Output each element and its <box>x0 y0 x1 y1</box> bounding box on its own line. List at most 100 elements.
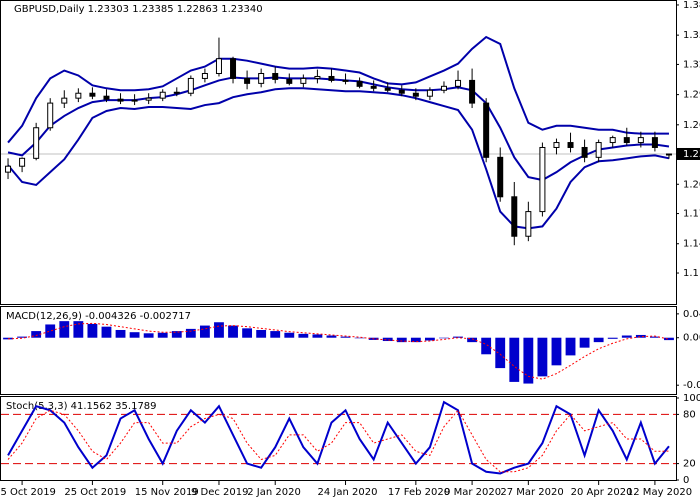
candle-body <box>595 142 602 158</box>
candle-body <box>384 87 391 91</box>
y-tick-label: -0.085979 <box>683 380 700 391</box>
macd-bar <box>382 337 393 342</box>
macd-bar <box>87 323 98 338</box>
x-tick-label: 17 Feb 2020 <box>388 487 450 498</box>
y-tick-label: 1.29360 <box>683 90 700 101</box>
macd-bar <box>45 324 56 338</box>
macd-bar <box>509 337 520 382</box>
candle-body <box>637 137 644 144</box>
macd-bar <box>73 321 84 338</box>
macd-bar <box>143 333 154 338</box>
candle-body <box>215 58 222 75</box>
macd-bar <box>410 337 421 343</box>
macd-bar <box>171 331 182 338</box>
y-tick-label: 0 <box>683 475 689 486</box>
y-tick-label: 1.35390 <box>683 30 700 41</box>
x-tick-label: 27 Mar 2020 <box>500 487 563 498</box>
macd-signal <box>8 322 670 380</box>
candle-body <box>469 79 476 104</box>
candle-body <box>314 75 321 79</box>
candle-body <box>609 137 616 144</box>
y-tick-label: 20 <box>683 459 696 470</box>
candle-body <box>89 92 96 97</box>
band-lower <box>7 87 670 230</box>
candle-body <box>356 80 363 87</box>
macd-bar <box>298 333 309 338</box>
candle-body <box>145 97 152 101</box>
macd-bar <box>270 331 281 338</box>
price-label: 1.23340 <box>683 149 700 160</box>
candle-body <box>117 98 124 102</box>
macd-bar <box>396 337 407 343</box>
candle-body <box>567 142 574 148</box>
candle-body <box>581 146 588 158</box>
macd-bar <box>326 335 337 338</box>
main-panel <box>0 0 677 305</box>
candle-body <box>398 89 405 94</box>
stoch-panel <box>0 396 677 481</box>
macd-bar <box>537 337 548 377</box>
macd-bar <box>185 328 196 338</box>
macd-bar <box>284 332 295 338</box>
macd-bar <box>312 334 323 338</box>
candle-body <box>455 79 462 87</box>
macd-bar <box>115 329 126 338</box>
candle-body <box>286 78 293 84</box>
macd-bar <box>621 335 632 338</box>
band-middle <box>7 76 670 182</box>
y-tick-label: 1.26300 <box>683 120 700 131</box>
x-tick-label: 15 Nov 2019 <box>135 487 199 498</box>
candle-body <box>75 92 82 99</box>
macd-bar <box>340 336 351 338</box>
candle-body <box>187 77 194 94</box>
candle-body <box>412 92 419 97</box>
y-tick-label: 100 <box>683 393 700 404</box>
macd-bar <box>17 336 28 338</box>
candle-body <box>539 146 546 213</box>
y-tick-label: 1.32420 <box>683 59 700 70</box>
x-tick-label: 2 Jan 2020 <box>247 487 301 498</box>
macd-bar <box>59 321 70 338</box>
candle-body <box>497 156 504 198</box>
candle-body <box>440 85 447 91</box>
x-tick-label: 24 Jan 2020 <box>318 487 378 498</box>
x-tick-label: 20 Apr 2020 <box>571 487 633 498</box>
macd-bar <box>101 326 112 338</box>
y-tick-label: 1.11270 <box>683 268 700 279</box>
macd-bar <box>129 332 140 338</box>
macd-title: MACD(12,26,9) -0.004326 -0.002717 <box>6 311 191 322</box>
stoch-title: Stoch(5,3,3) 41.1562 35.1789 <box>6 401 157 412</box>
candle-body <box>201 73 208 79</box>
x-tick-label: 12 May 2020 <box>627 487 692 498</box>
candle-body <box>511 196 518 237</box>
macd-bar <box>593 337 604 343</box>
candle-body <box>230 58 237 79</box>
macd-bar <box>256 329 267 338</box>
candle-body <box>173 91 180 94</box>
macd-bar <box>579 337 590 348</box>
candle-body <box>258 73 265 84</box>
macd-bar <box>228 325 238 338</box>
candle-body <box>131 99 138 102</box>
candle-body <box>272 73 279 80</box>
macd-bar <box>481 337 492 355</box>
y-tick-label: 1.14240 <box>683 239 700 250</box>
macd-bar <box>214 322 224 338</box>
macd-bar <box>467 337 478 343</box>
candle-body <box>300 77 307 84</box>
band-upper <box>7 35 669 144</box>
candle-body <box>553 142 560 148</box>
y-tick-label: 1.17300 <box>683 209 700 220</box>
y-tick-label: 1.38450 <box>683 0 700 11</box>
stoch-d <box>7 409 669 473</box>
candle-body <box>103 95 110 100</box>
macd-bar <box>523 337 534 384</box>
y-tick-label: 1.20270 <box>683 179 700 190</box>
macd-bar <box>565 337 576 356</box>
x-tick-label: 9 Dec 2019 <box>191 487 249 498</box>
candle-body <box>651 137 658 148</box>
price-label-bg <box>677 147 700 160</box>
x-tick-label: 25 Oct 2019 <box>64 487 126 498</box>
macd-bar <box>354 337 365 339</box>
